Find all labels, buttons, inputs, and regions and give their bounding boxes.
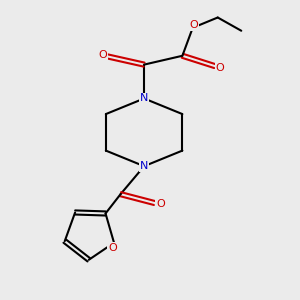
Text: O: O (216, 63, 224, 74)
Text: O: O (108, 243, 117, 253)
Text: O: O (189, 20, 198, 30)
Text: N: N (140, 94, 148, 103)
Text: O: O (98, 50, 107, 60)
Text: N: N (140, 161, 148, 171)
Text: O: O (156, 200, 165, 209)
